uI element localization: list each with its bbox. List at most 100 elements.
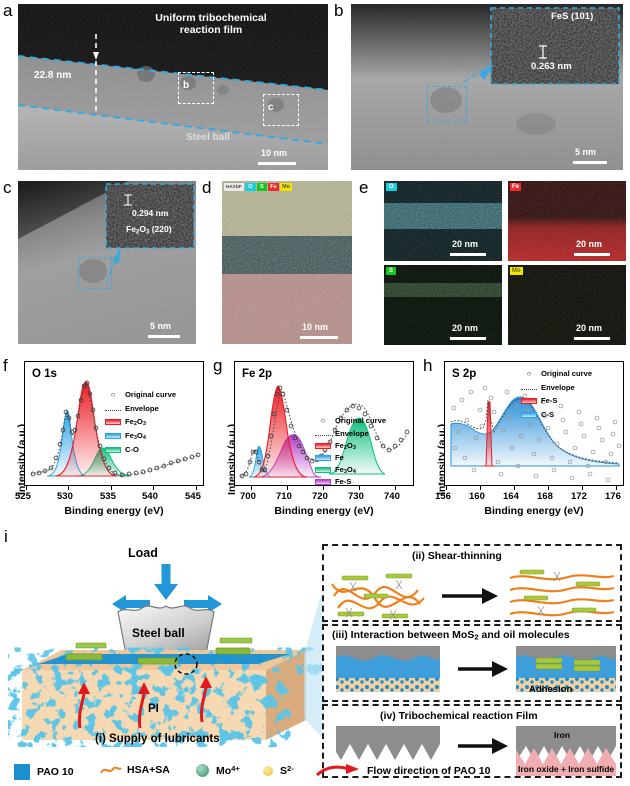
panel-h-title: S 2p — [452, 368, 477, 380]
panel-h-tick-2 — [514, 486, 516, 490]
panel-c: c — [0, 178, 200, 350]
panel-h-tick-3 — [548, 486, 550, 490]
panel-g-legend-original: ○ Original curve — [315, 416, 386, 425]
panel-g-title: Fe 2p — [242, 368, 273, 380]
panel-g-legend-fe3o4: Fe3O4 — [315, 465, 356, 475]
panel-h-ticklabel-4: 172 — [571, 491, 587, 502]
panel-d-legend: HAADF O S Fe Mo — [224, 183, 293, 191]
panel-a-substrate-label: Steel ball — [186, 132, 230, 143]
panel-a-roi-b — [178, 72, 214, 104]
dotted-line-icon — [105, 407, 121, 411]
panel-d: d HAADF O S Fe M — [200, 178, 356, 350]
panel-a-film-label: Uniform tribochemical reaction film — [155, 12, 267, 37]
legend-hsa-sa-label: HSA+SA — [127, 764, 170, 776]
panel-f-tick-3 — [153, 486, 155, 490]
panel-f-tick-4 — [196, 486, 198, 490]
panel-e-scale-fe: 20 nm — [576, 239, 603, 249]
panel-g-legend-fe2o3-label: Fe2O3 — [335, 441, 356, 452]
panel-d-legend-o: O — [245, 183, 256, 191]
panel-a-roi-c-label: c — [268, 102, 274, 113]
panel-e-label-mo: Mo — [510, 267, 523, 275]
legend-pao10-label: PAO 10 — [37, 766, 74, 778]
panel-g-legend-fes: Fe-S — [315, 477, 351, 485]
panel-e-scale-mo: 20 nm — [576, 323, 603, 333]
panel-i-label: i — [4, 527, 8, 546]
panel-f-tick-0 — [26, 486, 28, 490]
panel-i-load-label: Load — [128, 546, 158, 560]
panel-b-label: b — [334, 1, 344, 20]
legend-pao10: PAO 10 — [14, 764, 74, 780]
red-swatch-icon — [315, 443, 331, 450]
panel-h-tick-1 — [480, 486, 482, 490]
panel-e-scalebar-s — [450, 337, 486, 340]
panel-g-ticklabel-4: 740 — [384, 491, 400, 502]
panel-ii-shear-thinning: (ii) Shear-thinning — [322, 544, 622, 622]
panel-i-pi-label: PI — [148, 703, 159, 715]
panel-a-image: b c Uniform tribochemical reaction film … — [18, 4, 328, 170]
panel-e-map-o: O 20 nm — [384, 181, 502, 261]
panel-f-legend-fe2o3-label: Fe2O3 — [125, 417, 146, 428]
blue-square-icon — [14, 764, 30, 780]
panel-g-ticklabel-1: 710 — [276, 491, 292, 502]
panel-h-legend-fes: Fe-S — [521, 396, 557, 405]
panel-f-ticklabel-1: 530 — [57, 491, 73, 502]
open-circle-icon: ○ — [320, 416, 326, 425]
open-circle-icon: ○ — [110, 390, 116, 399]
panel-iii-title: (iii) Interaction between MoS2 and oil m… — [332, 629, 570, 642]
panel-h-legend-cs: C-S — [521, 410, 554, 419]
panel-f: f Intensity (a.u.) — [0, 355, 210, 530]
panel-iii-adhesion-label: Adhesion — [529, 684, 573, 695]
blue-swatch-icon — [521, 411, 537, 418]
legend-mo4plus-label: Mo4+ — [216, 764, 240, 778]
panel-f-label: f — [3, 356, 8, 375]
panel-f-plot: O 1s ○ Original curve Envelope Fe2O3 Fe3… — [24, 361, 204, 486]
panel-a-scalebar — [258, 162, 296, 165]
panel-a-scale-label: 10 nm — [261, 148, 288, 158]
panel-h-xlabel: Binding energy (eV) — [484, 505, 584, 517]
panel-f-legend-fe3o4: Fe3O4 — [105, 431, 146, 441]
panel-a-label: a — [3, 1, 13, 20]
panel-ii-title: (ii) Shear-thinning — [412, 550, 502, 562]
panel-f-legend-original: ○ Original curve — [105, 390, 176, 399]
panel-g-tick-3 — [359, 486, 361, 490]
open-circle-icon: ○ — [526, 369, 532, 378]
panel-f-title: O 1s — [32, 368, 57, 380]
panel-iii-interaction: (iii) Interaction between MoS2 and oil m… — [322, 624, 622, 702]
panel-e-label-o: O — [386, 183, 397, 191]
panel-b-image: FeS (101) 0.263 nm 5 nm — [351, 4, 623, 170]
panel-g-legend-fe2o3: Fe2O3 — [315, 441, 356, 451]
red-swatch-icon — [521, 397, 537, 404]
panel-iv-iron-label: Iron — [554, 730, 571, 740]
panel-f-ticklabel-2: 535 — [100, 491, 116, 502]
legend-flow-direction: Flow direction of PAO 10 — [315, 764, 490, 778]
panel-h-tick-5 — [616, 486, 618, 490]
panel-h-ticklabel-5: 176 — [605, 491, 621, 502]
panel-g-legend-envelope: Envelope — [315, 429, 369, 438]
panel-d-legend-s: S — [257, 183, 267, 191]
purple-swatch-icon — [315, 478, 331, 485]
green-swatch-icon — [105, 446, 121, 453]
dotted-line-icon — [521, 386, 537, 390]
panel-h-ticklabel-2: 164 — [503, 491, 519, 502]
orange-wave-icon — [100, 766, 122, 774]
panel-c-phase-label: Fe2O3 (220) — [126, 224, 172, 236]
panel-e-map-mo: Mo 20 nm — [508, 265, 626, 345]
panel-h: h Intensity (a.u.) — [420, 355, 630, 530]
panel-c-roi — [78, 257, 112, 289]
legend-s2minus-label: S2- — [280, 764, 294, 778]
panel-b-scalebar — [573, 161, 607, 164]
dotted-line-icon — [315, 432, 331, 436]
red-arrow-icon — [315, 764, 359, 777]
panel-f-ticklabel-4: 545 — [185, 491, 201, 502]
panel-d-label: d — [202, 178, 212, 197]
panel-f-legend-co: C-O — [105, 445, 139, 454]
panel-c-spacing-label: 0.294 nm — [132, 208, 169, 218]
panel-c-scalebar — [148, 335, 180, 338]
panel-b-roi — [427, 86, 467, 122]
panel-f-tick-1 — [68, 486, 70, 490]
panel-e-scale-o: 20 nm — [452, 239, 479, 249]
panel-d-scalebar — [300, 336, 338, 339]
panel-f-legend-fe3o4-label: Fe3O4 — [125, 431, 146, 442]
panel-c-image: 0.294 nm Fe2O3 (220) 5 nm — [18, 181, 196, 344]
